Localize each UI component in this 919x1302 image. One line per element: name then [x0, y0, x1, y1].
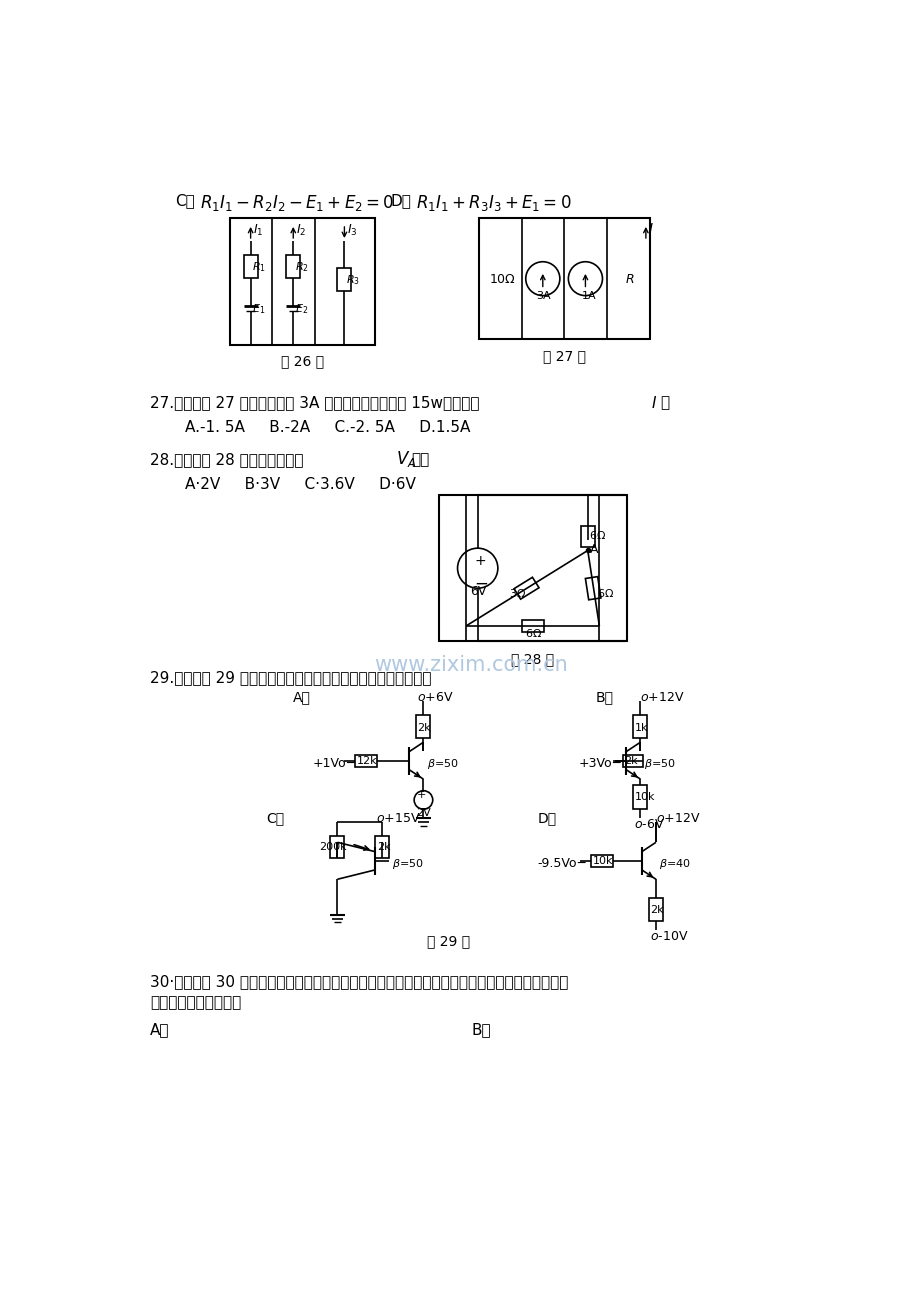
Text: 题 29 图: 题 29 图	[426, 934, 470, 948]
Bar	[590, 854, 612, 867]
Text: 1k: 1k	[634, 723, 648, 733]
Text: $R$: $R$	[624, 272, 634, 285]
Text: $R_1$: $R_1$	[252, 260, 266, 273]
Text: 题 28 图: 题 28 图	[511, 652, 553, 667]
Text: $6\Omega$: $6\Omega$	[589, 529, 606, 540]
Bar	[633, 785, 647, 810]
Text: 3A: 3A	[536, 290, 550, 301]
Text: 等于: 等于	[411, 452, 429, 467]
Text: A: A	[589, 543, 598, 556]
Text: $10\Omega$: $10\Omega$	[489, 272, 516, 285]
Text: $o$+12V: $o$+12V	[655, 812, 699, 825]
Circle shape	[414, 790, 432, 810]
Text: 2k: 2k	[417, 723, 430, 733]
Text: +1Vo−: +1Vo−	[312, 756, 357, 769]
Text: $o$+15V: $o$+15V	[376, 812, 420, 825]
Bar	[521, 620, 543, 631]
Text: C．: C．	[266, 811, 284, 824]
Text: $\beta$=50: $\beta$=50	[643, 756, 675, 771]
Bar	[622, 755, 642, 767]
Text: 30·电路如题 30 图所示，其中理想二极管和理想三极管均工作在开关状态，则逻辑函数表达式与电: 30·电路如题 30 图所示，其中理想二极管和理想三极管均工作在开关状态，则逻辑…	[150, 974, 568, 990]
Text: 10k: 10k	[634, 792, 655, 802]
Text: $I_3$: $I_3$	[346, 223, 357, 237]
Text: −: −	[417, 802, 428, 815]
Text: 2k: 2k	[377, 842, 391, 853]
Text: 200k: 200k	[319, 842, 346, 853]
Text: 28.电路如题 28 图所示，则电位: 28.电路如题 28 图所示，则电位	[150, 452, 303, 467]
Text: $I_1$: $I_1$	[253, 223, 263, 237]
Text: A.-1. 5A     B.-2A     C.-2. 5A     D.1.5A: A.-1. 5A B.-2A C.-2. 5A D.1.5A	[185, 419, 470, 435]
Bar	[514, 577, 539, 599]
Circle shape	[568, 262, 602, 296]
Text: $V_A$: $V_A$	[395, 449, 415, 469]
Text: $E_1$: $E_1$	[252, 302, 266, 316]
Text: 2V: 2V	[415, 807, 430, 818]
Text: 6V: 6V	[470, 585, 486, 598]
Bar	[355, 755, 377, 767]
Text: $R_2$: $R_2$	[294, 260, 309, 273]
Bar	[330, 836, 344, 858]
Bar	[230, 217, 375, 345]
Text: 题 27 图: 题 27 图	[542, 349, 585, 363]
Text: −: −	[474, 574, 488, 592]
Bar	[580, 526, 594, 547]
Text: $o$-6V: $o$-6V	[633, 819, 664, 832]
Text: $\beta$=40: $\beta$=40	[658, 857, 690, 871]
Text: $6\Omega$: $6\Omega$	[525, 628, 541, 639]
Text: 1A: 1A	[581, 290, 596, 301]
Text: 2k: 2k	[623, 756, 637, 766]
Text: $o$+6V: $o$+6V	[417, 691, 453, 704]
Text: C．: C．	[176, 193, 195, 208]
Text: 题 26 图: 题 26 图	[280, 354, 323, 368]
Bar	[415, 715, 429, 738]
Text: $R_3$: $R_3$	[346, 273, 359, 286]
Text: 27.电路如题 27 图所示，已知 3A 恒流源发出的功率为 15w，则电流: 27.电路如题 27 图所示，已知 3A 恒流源发出的功率为 15w，则电流	[150, 395, 479, 410]
Text: $I$: $I$	[648, 221, 653, 236]
Text: D．: D．	[390, 193, 411, 208]
Bar	[584, 577, 600, 600]
Bar	[286, 255, 300, 277]
Bar	[648, 898, 663, 921]
Text: $I$: $I$	[651, 395, 657, 411]
Text: A．: A．	[150, 1022, 169, 1036]
Circle shape	[457, 548, 497, 589]
Text: $\beta$=50: $\beta$=50	[391, 857, 423, 871]
Text: +: +	[417, 790, 426, 799]
Text: B．: B．	[471, 1022, 491, 1036]
Text: $R_1I_1 + R_3I_3 + E_1 = 0$: $R_1I_1 + R_3I_3 + E_1 = 0$	[415, 193, 571, 214]
Circle shape	[525, 262, 560, 296]
Text: D．: D．	[537, 811, 556, 824]
Text: A·2V     B·3V     C·3.6V     D·6V: A·2V B·3V C·3.6V D·6V	[185, 477, 415, 492]
Text: www.zixim.com.cn: www.zixim.com.cn	[374, 655, 568, 676]
Text: 29.电路如题 29 图所示，三极管为硅管，则工作在饱和状态的是: 29.电路如题 29 图所示，三极管为硅管，则工作在饱和状态的是	[150, 671, 431, 686]
Text: $6\Omega$: $6\Omega$	[596, 587, 614, 599]
Text: A．: A．	[293, 690, 311, 704]
Text: +3Vo−: +3Vo−	[578, 756, 622, 769]
Text: 是: 是	[659, 395, 668, 410]
Bar	[438, 495, 626, 642]
Bar	[633, 715, 647, 738]
Text: $E_2$: $E_2$	[294, 302, 308, 316]
Text: $o$-10V: $o$-10V	[649, 930, 687, 943]
Text: $R_1I_1 - R_2I_2 - E_1 + E_2 = 0$: $R_1I_1 - R_2I_2 - E_1 + E_2 = 0$	[200, 193, 394, 214]
Text: B．: B．	[595, 690, 613, 704]
Text: $3\Omega$: $3\Omega$	[509, 587, 526, 599]
Text: 10k: 10k	[592, 857, 612, 866]
Bar	[337, 268, 351, 290]
Text: $o$+12V: $o$+12V	[640, 691, 684, 704]
Bar	[479, 217, 649, 340]
Text: 2k: 2k	[650, 905, 664, 915]
Text: +: +	[474, 555, 486, 569]
Bar	[244, 255, 257, 277]
Text: $I_2$: $I_2$	[295, 223, 305, 237]
Text: $\beta$=50: $\beta$=50	[426, 756, 458, 771]
Text: -9.5Vo−: -9.5Vo−	[537, 857, 586, 870]
Text: 路图对应关系正确的是: 路图对应关系正确的是	[150, 996, 241, 1010]
Text: 12k: 12k	[357, 756, 377, 766]
Bar	[375, 836, 389, 858]
